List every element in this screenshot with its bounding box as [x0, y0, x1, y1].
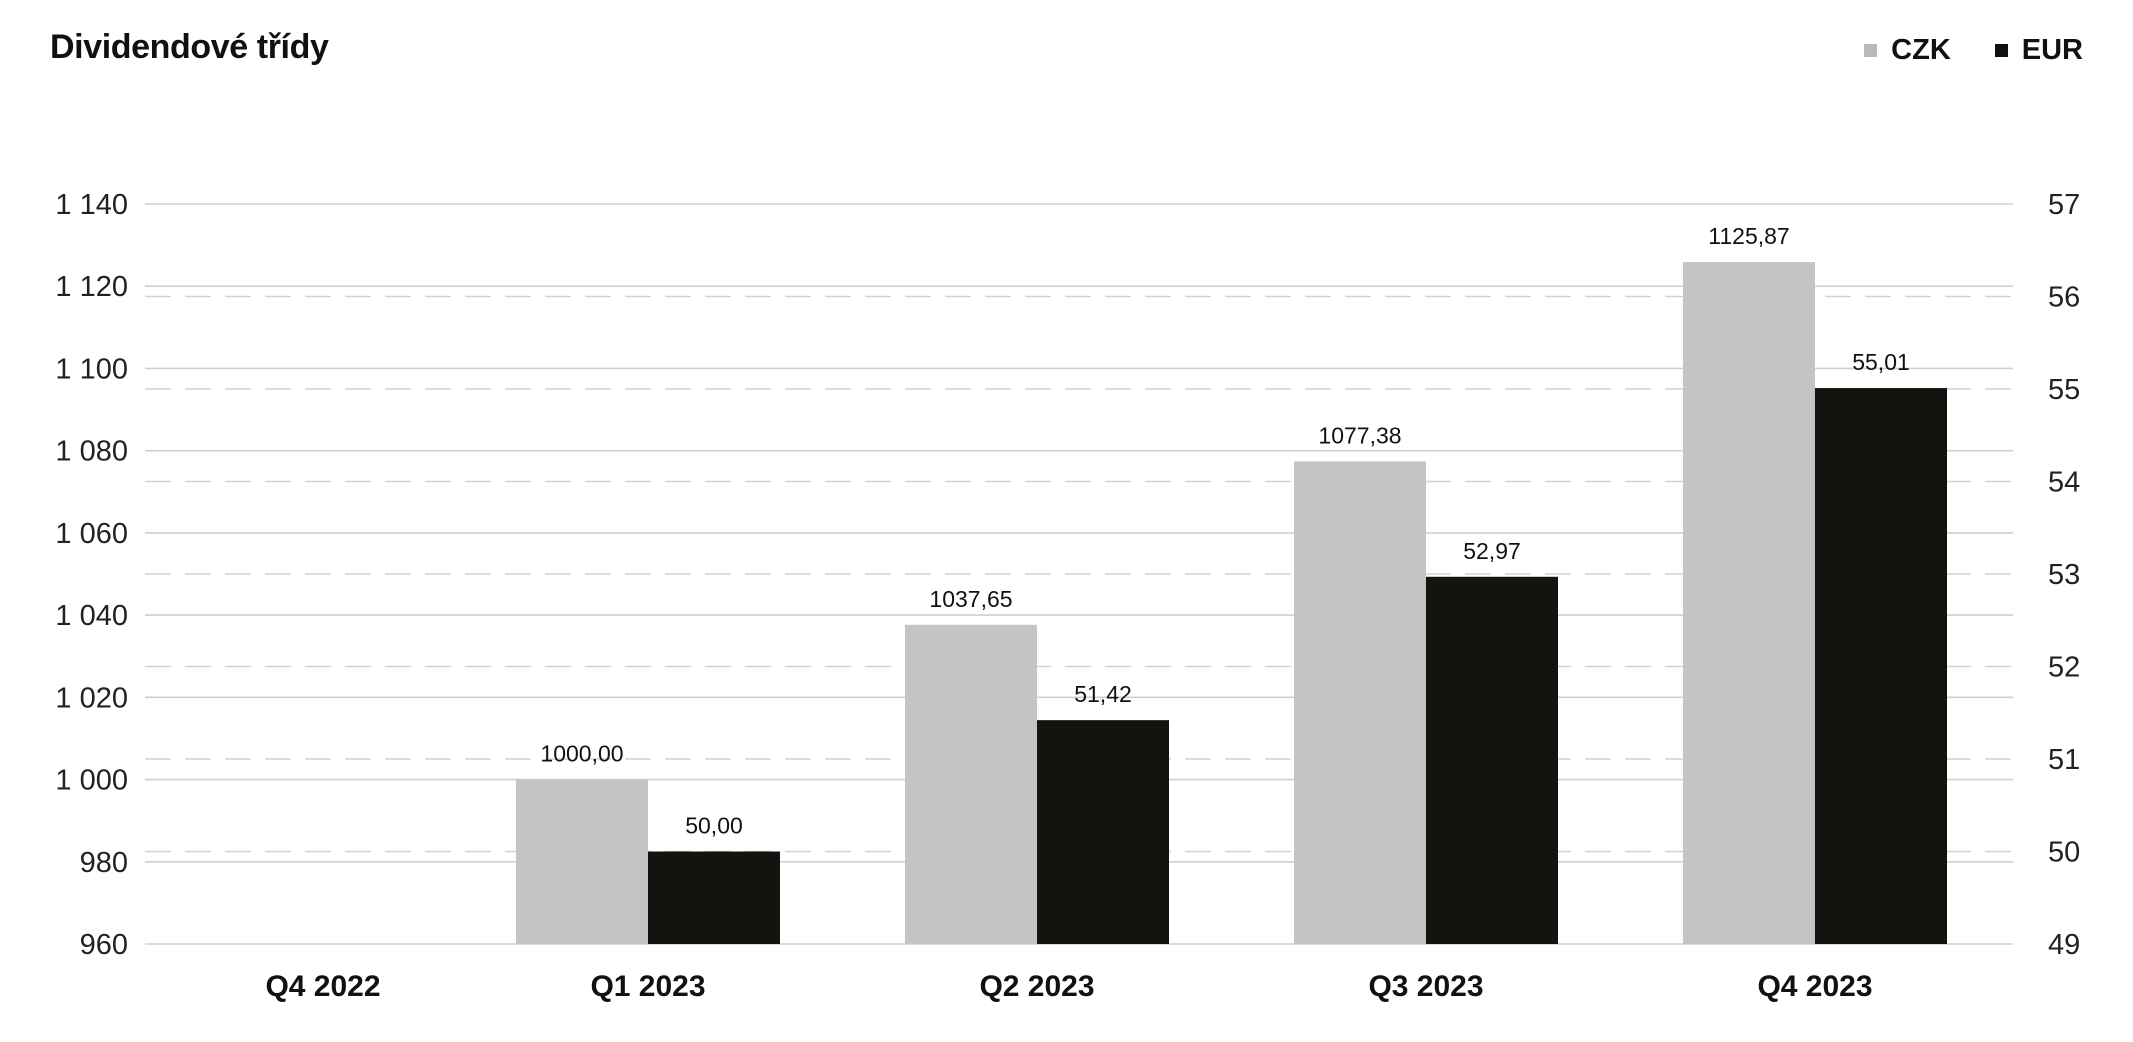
data-labels: 1000,00 50,00 1037,65 51,42 1077,38 52,97 1125…	[540, 223, 1909, 838]
data-label-czk: 1077,38	[1318, 422, 1401, 448]
bar-eur-q1-2023	[648, 851, 780, 944]
legend-item-eur: EUR	[1994, 34, 2083, 67]
right-tick-label: 49	[2048, 929, 2080, 961]
left-tick-label: 1 120	[55, 271, 128, 303]
bar-eur-q3-2023	[1426, 576, 1558, 944]
right-tick-label: 53	[2048, 559, 2080, 591]
left-tick-label: 1 040	[55, 600, 128, 632]
left-tick-label: 980	[80, 847, 128, 879]
right-tick-label: 52	[2048, 652, 2080, 684]
left-tick-label: 1 140	[55, 189, 128, 221]
legend-label-eur: EUR	[2021, 34, 2083, 66]
data-label-czk: 1125,87	[1708, 223, 1789, 249]
data-label-eur: 51,42	[1074, 681, 1132, 707]
data-label-czk: 1000,00	[540, 741, 623, 767]
category-label: Q1 2023	[590, 970, 705, 1003]
category-label: Q4 2023	[1757, 970, 1872, 1003]
legend-swatch-eur	[1994, 44, 2008, 57]
left-tick-label: 1 080	[55, 436, 128, 468]
right-tick-label: 57	[2048, 189, 2080, 221]
data-label-czk: 1037,65	[929, 586, 1012, 612]
right-tick-label: 51	[2048, 744, 2080, 776]
bar-eur-q2-2023	[1037, 720, 1169, 944]
legend-item-czk: CZK	[1864, 34, 1951, 67]
bar-czk-q2-2023	[905, 624, 1037, 944]
data-label-eur: 52,97	[1463, 538, 1521, 564]
left-axis-ticks: 960 980 1 000 1 020 1 040 1 060 1 080 1 100 1 12…	[55, 189, 128, 961]
category-labels: Q4 2022 Q1 2023 Q2 2023 Q3 2023 Q4 2023	[265, 970, 1872, 1003]
legend-label-czk: CZK	[1891, 34, 1951, 66]
left-tick-label: 1 000	[55, 765, 128, 797]
legend-swatch-czk	[1864, 44, 1878, 57]
category-label: Q2 2023	[979, 970, 1094, 1003]
left-tick-label: 960	[80, 929, 128, 961]
bar-czk-q1-2023	[516, 779, 648, 944]
left-tick-label: 1 060	[55, 518, 128, 550]
bar-czk-q4-2023	[1683, 262, 1815, 945]
bar-czk-q3-2023	[1294, 461, 1426, 944]
right-tick-label: 54	[2048, 467, 2080, 499]
chart-title: Dividendové třídy	[50, 28, 329, 66]
category-label: Q4 2022	[265, 970, 380, 1003]
right-tick-label: 56	[2048, 282, 2080, 314]
bar-eur-q4-2023	[1815, 388, 1947, 944]
chart-legend: CZK EUR	[1864, 34, 2083, 67]
data-label-eur: 55,01	[1852, 349, 1910, 375]
right-axis-ticks: 49 50 51 52 53 54 55 56 57	[2048, 189, 2080, 961]
right-tick-label: 55	[2048, 374, 2080, 406]
left-tick-label: 1 020	[55, 682, 128, 714]
category-label: Q3 2023	[1368, 970, 1483, 1003]
bars	[516, 262, 1947, 945]
right-tick-label: 50	[2048, 837, 2080, 869]
left-tick-label: 1 100	[55, 353, 128, 385]
data-label-eur: 50,00	[685, 813, 743, 839]
